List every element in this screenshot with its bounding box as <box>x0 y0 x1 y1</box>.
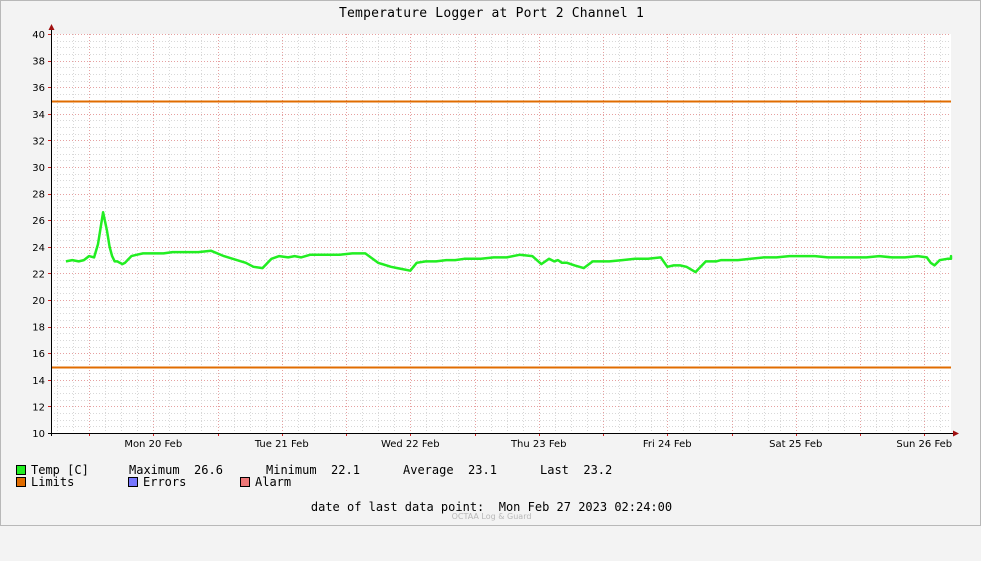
y-axis-arrow <box>48 24 55 30</box>
legend-average: Average 23.1 <box>403 463 497 477</box>
y-tick-label: 40 <box>32 30 45 41</box>
y-tick-label: 24 <box>32 243 45 254</box>
last-value: 23.2 <box>583 463 613 477</box>
y-tick-label: 22 <box>32 269 45 280</box>
chart-panel: Temperature Logger at Port 2 Channel 1 1… <box>0 0 981 526</box>
last-data-point: date of last data point: Mon Feb 27 2023… <box>1 500 981 514</box>
legend-alarm-label: Alarm <box>255 475 292 489</box>
legend-errors: Errors <box>128 475 186 489</box>
y-tick-label: 32 <box>32 136 45 147</box>
last-label: Last <box>540 463 569 477</box>
y-tick-label: 10 <box>32 429 45 440</box>
chart-title: Temperature Logger at Port 2 Channel 1 <box>338 6 644 21</box>
maximum-label: Maximum <box>129 463 180 477</box>
y-tick-labels: 10 12 14 16 18 20 22 24 26 28 30 32 34 36 38 40 <box>32 30 45 440</box>
axes <box>48 24 959 437</box>
maximum-value: 26.6 <box>194 463 223 477</box>
series-layer <box>65 210 953 274</box>
legend-limits-label: Limits <box>31 475 75 489</box>
y-tick-label: 36 <box>32 83 45 94</box>
minimum-value: 22.1 <box>331 463 360 477</box>
limit-lines <box>51 100 951 369</box>
temperature-chart: 10 12 14 16 18 20 22 24 26 28 30 32 34 36 38 40 Mon 20 … <box>32 24 959 450</box>
y-tick-label: 28 <box>32 190 45 201</box>
x-tick-label: Wed 22 Feb <box>381 439 440 450</box>
y-tick-label: 16 <box>32 349 45 360</box>
legend-row-stats: Temp [C] Maximum 26.6 Minimum 22.1 Avera… <box>16 463 612 561</box>
x-tick-label: Sat 25 Feb <box>769 439 822 450</box>
x-tick-label: Thu 23 Feb <box>510 439 567 450</box>
minor-grid <box>51 34 951 433</box>
legend-last: Last 23.2 <box>540 463 612 477</box>
errors-swatch <box>128 477 138 487</box>
x-tick-label: Sun 26 Feb <box>896 439 952 450</box>
x-axis-arrow <box>953 430 959 437</box>
y-tick-label: 20 <box>32 296 45 307</box>
legend-row-markers: Limits Errors Alarm <box>16 475 291 545</box>
last-data-point-value: Mon Feb 27 2023 02:24:00 <box>498 500 673 514</box>
x-tick-label: Mon 20 Feb <box>124 439 182 450</box>
x-tick-label: Tue 21 Feb <box>254 439 309 450</box>
x-tick-labels: Mon 20 Feb Tue 21 Feb Wed 22 Feb Thu 23 Feb… <box>124 439 952 450</box>
legend-limits: Limits <box>16 475 74 489</box>
y-tick-label: 38 <box>32 57 45 68</box>
average-value: 23.1 <box>468 463 497 477</box>
y-tick-label: 18 <box>32 323 45 334</box>
legend-errors-label: Errors <box>143 475 187 489</box>
legend-alarm: Alarm <box>240 475 291 489</box>
last-data-point-label: date of last data point: <box>310 500 485 514</box>
legend-temp: Temp [C] <box>16 463 89 477</box>
y-tick-label: 14 <box>32 376 45 387</box>
legend-temp-label: Temp [C] <box>31 463 89 477</box>
x-tick-label: Fri 24 Feb <box>643 439 692 450</box>
minimum-label: Minimum <box>266 463 317 477</box>
brand-watermark: OCTAA Log & Guard <box>451 512 532 521</box>
y-tick-label: 26 <box>32 216 45 227</box>
temp-series-line <box>65 210 953 274</box>
limits-swatch <box>16 477 26 487</box>
legend-maximum: Maximum 26.6 <box>129 463 223 477</box>
average-label: Average <box>403 463 454 477</box>
y-tick-label: 30 <box>32 163 45 174</box>
temp-swatch <box>16 465 26 475</box>
legend-minimum: Minimum 22.1 <box>266 463 360 477</box>
y-tick-label: 12 <box>32 402 45 413</box>
y-tick-label: 34 <box>32 110 45 121</box>
alarm-swatch <box>240 477 250 487</box>
